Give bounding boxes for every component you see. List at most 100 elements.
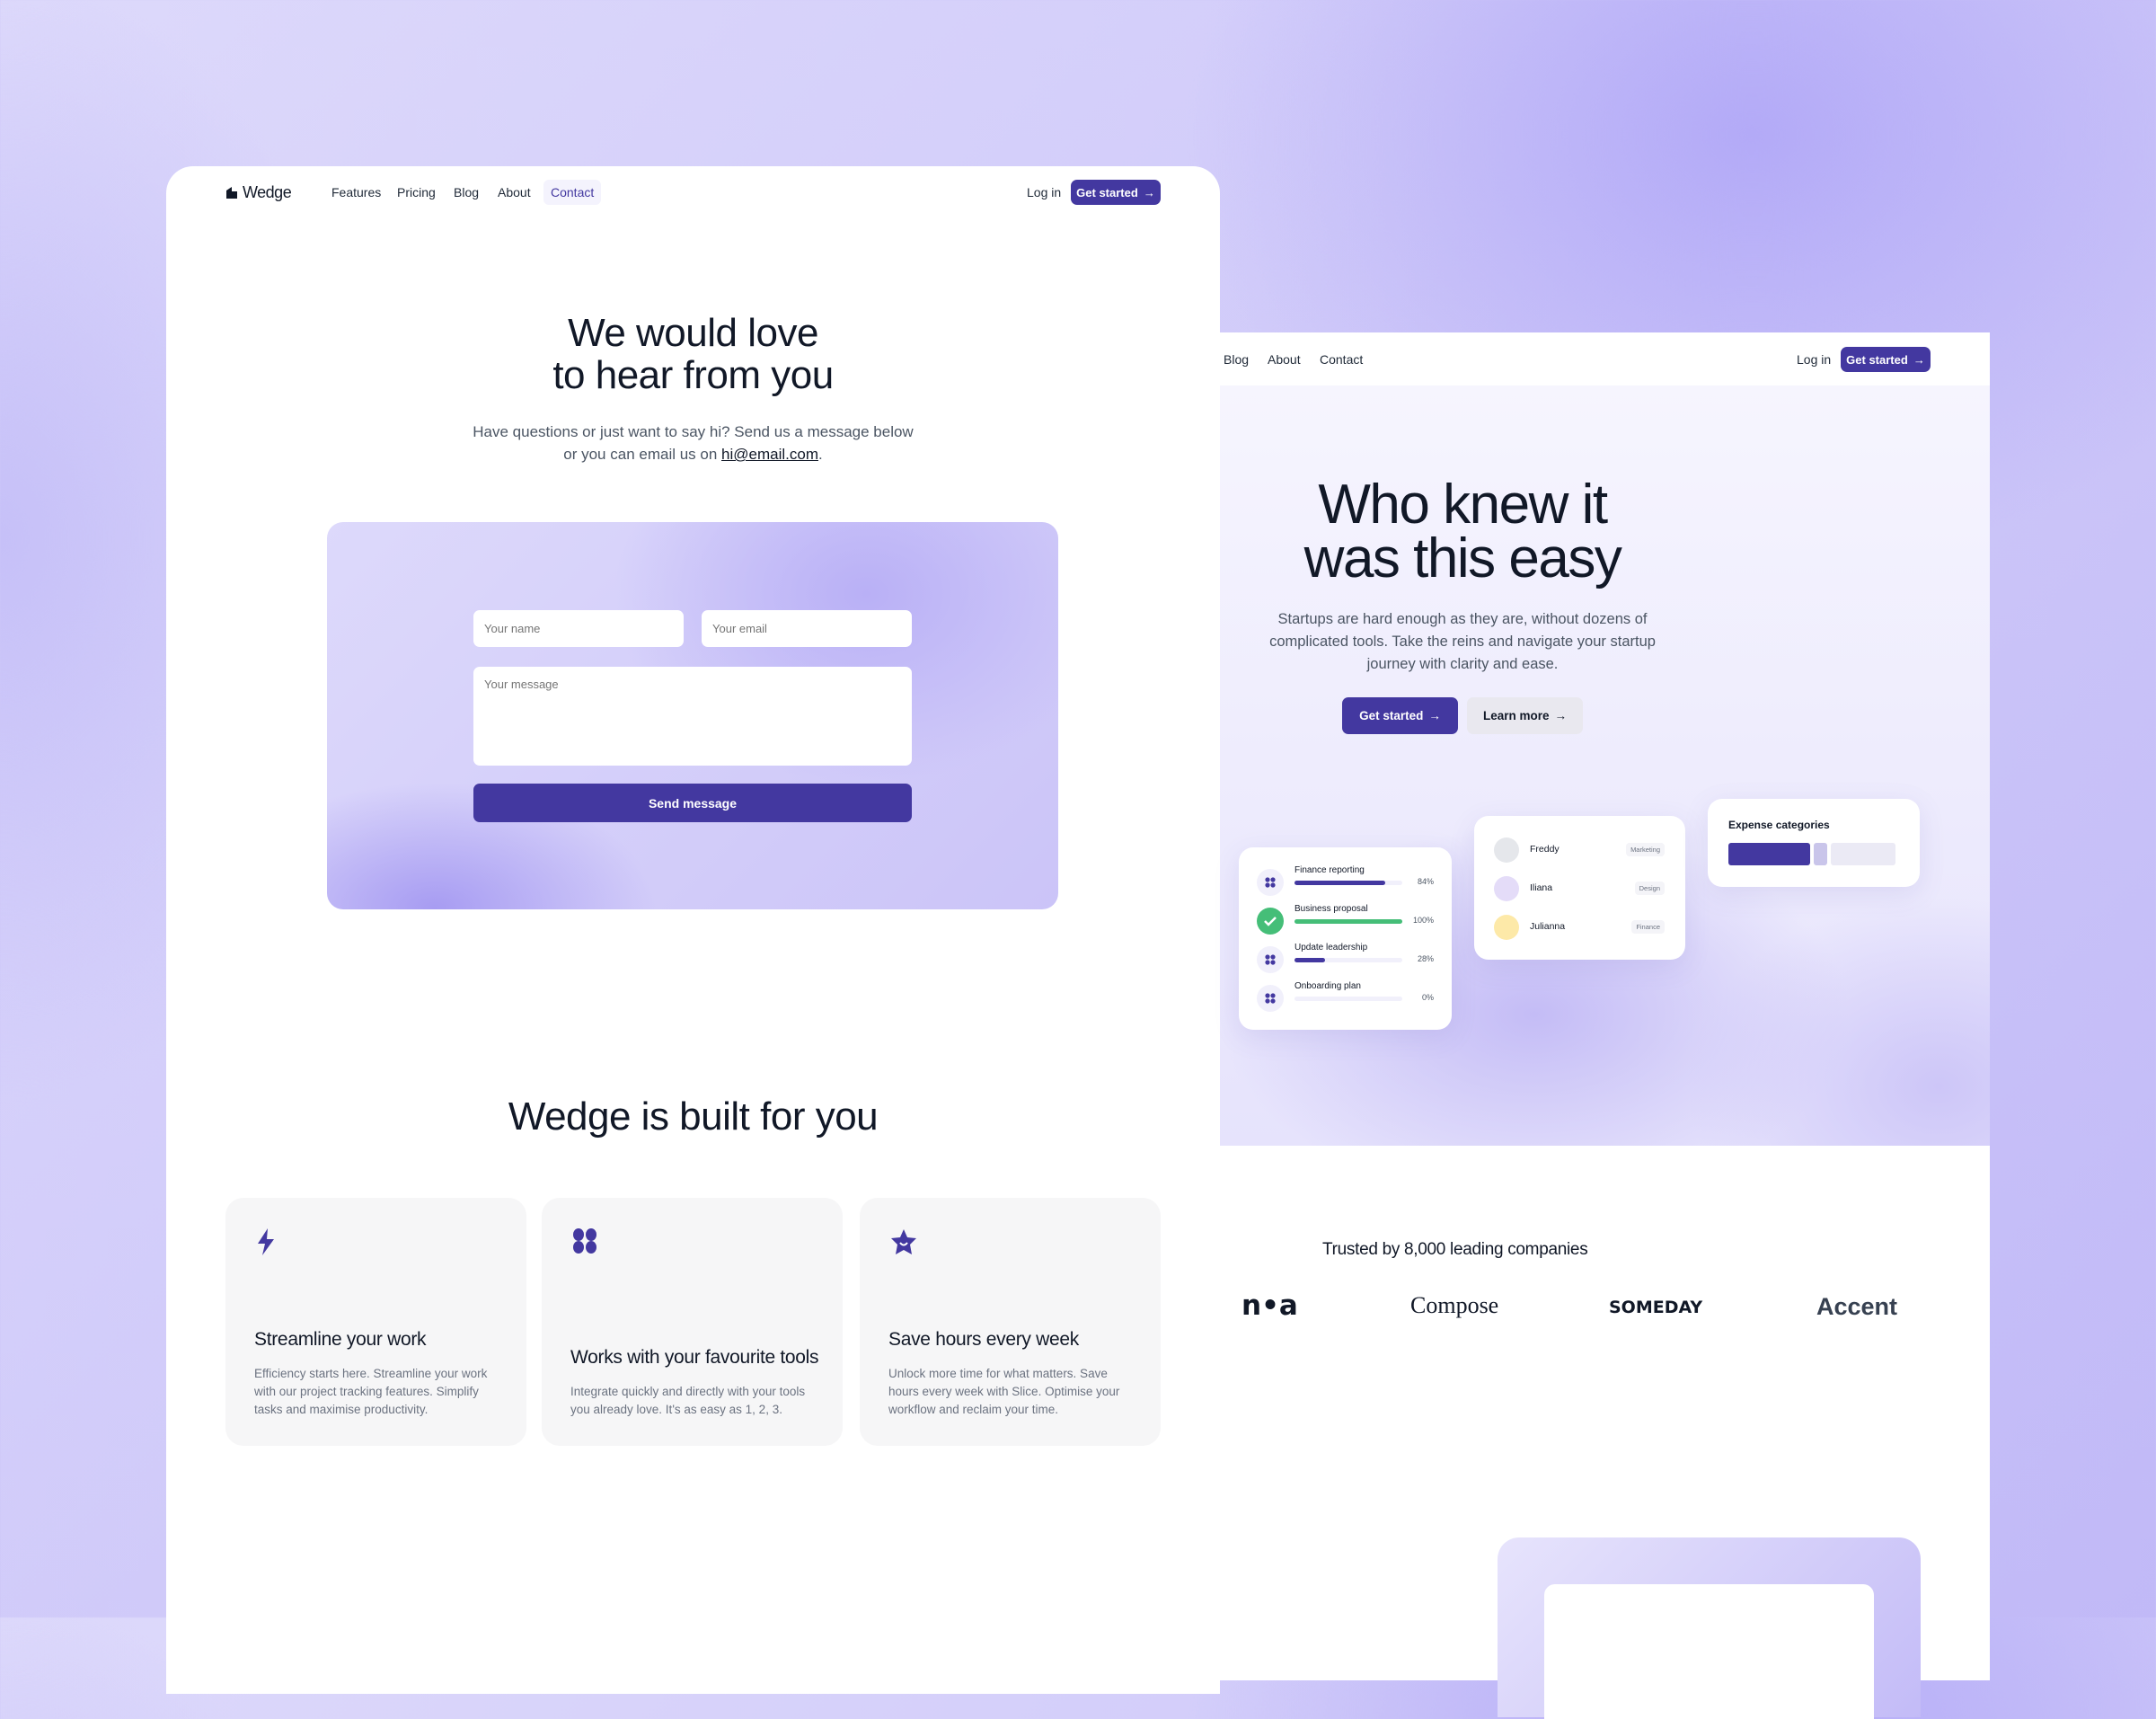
feature-title: Works with your favourite tools <box>570 1347 819 1368</box>
star-icon <box>891 1229 916 1254</box>
task-progress-fill <box>1294 881 1385 885</box>
nav-pricing[interactable]: Pricing <box>397 185 436 199</box>
nav-features[interactable]: Features <box>331 185 382 199</box>
page-title: We would love to hear from you <box>166 312 1220 396</box>
nav-blog[interactable]: Blog <box>1224 352 1250 367</box>
email-input[interactable] <box>702 610 912 647</box>
clover-icon <box>1265 954 1276 965</box>
subtitle-prefix: or you can email us on <box>563 446 722 463</box>
send-message-button[interactable]: Send message <box>473 784 912 822</box>
wedge-logo-icon <box>226 186 237 199</box>
expense-segment <box>1830 843 1896 865</box>
hero-text: Startups are hard enough as they are, wi… <box>1220 608 1705 676</box>
task-icon <box>1257 946 1284 973</box>
page-subtitle: Have questions or just want to say hi? S… <box>166 421 1220 465</box>
expense-segment <box>1814 843 1827 865</box>
brand-logo[interactable]: Wedge <box>225 180 292 205</box>
hero-get-started-label: Get started <box>1359 709 1424 722</box>
subtitle-suffix: . <box>817 446 823 463</box>
hero-text-line: Startups are hard enough as they are, wi… <box>1277 611 1648 627</box>
expense-bar <box>1728 843 1899 865</box>
task-name: Business proposal <box>1294 904 1368 914</box>
email-link[interactable]: hi@email.com <box>721 446 818 463</box>
title-line-1: We would love <box>568 311 818 355</box>
brand-name: Wedge <box>243 182 292 201</box>
expense-title: Expense categories <box>1728 819 1830 831</box>
task-percent: 100% <box>1412 916 1434 925</box>
check-circle-icon <box>1257 908 1284 935</box>
arrow-right-icon: → <box>1143 185 1155 199</box>
task-item: Business proposal 100% <box>1257 904 1434 943</box>
title-line-2: to hear from you <box>552 353 834 397</box>
task-progress-bar <box>1294 997 1402 1001</box>
task-item: Finance reporting 84% <box>1257 865 1434 904</box>
avatar <box>1494 915 1519 940</box>
member-tag: Finance <box>1631 920 1665 934</box>
learn-more-label: Learn more <box>1482 709 1550 722</box>
team-member: Freddy Marketing <box>1494 834 1665 870</box>
member-name: Julianna <box>1530 921 1566 932</box>
hero-text-line: complicated tools. Take the reins and na… <box>1269 634 1656 650</box>
learn-more-button[interactable]: Learn more → <box>1467 697 1583 734</box>
task-icon <box>1257 985 1284 1012</box>
logo-na: n•a <box>1241 1289 1298 1322</box>
nav-contact[interactable]: Contact <box>1320 352 1364 367</box>
task-icon <box>1257 908 1284 935</box>
member-tag: Design <box>1634 882 1665 895</box>
arrow-right-icon: → <box>1428 709 1441 722</box>
trusted-title: Trusted by 8,000 leading companies <box>1322 1240 1588 1259</box>
task-progress-fill <box>1294 958 1325 962</box>
subtitle-line-2: or you can email us on hi@email.com. <box>166 443 1220 465</box>
home-page-window: Blog About Contact Log in Get started → W… <box>1220 332 1990 1719</box>
task-item: Update leadership 28% <box>1257 943 1434 981</box>
nav-blog[interactable]: Blog <box>454 185 480 199</box>
preview-panel <box>1498 1537 1921 1719</box>
subtitle-line-1: Have questions or just want to say hi? S… <box>473 423 914 440</box>
avatar <box>1494 876 1519 901</box>
feature-card: Save hours every week Unlock more time f… <box>860 1198 1161 1446</box>
team-card: Freddy Marketing Iliana Design Julianna Finan… <box>1474 816 1685 960</box>
feature-card: Works with your favourite tools Integrat… <box>542 1198 843 1446</box>
name-input[interactable] <box>473 610 684 647</box>
feature-title: Streamline your work <box>254 1329 427 1350</box>
contact-page-window: Wedge Features Pricing Blog About Contac… <box>166 166 1220 1694</box>
task-progress-fill <box>1294 919 1402 924</box>
task-percent: 0% <box>1421 993 1434 1002</box>
get-started-label: Get started <box>1076 185 1138 199</box>
lightning-icon <box>258 1228 274 1255</box>
logo-compose: Compose <box>1410 1292 1499 1318</box>
task-name: Onboarding plan <box>1294 981 1361 991</box>
member-name: Freddy <box>1530 844 1560 855</box>
expense-card: Expense categories <box>1708 799 1920 887</box>
task-progress-bar <box>1294 881 1402 885</box>
features-title: Wedge is built for you <box>508 1094 879 1139</box>
clover-icon <box>573 1228 596 1254</box>
task-progress-bar <box>1294 919 1402 924</box>
get-started-button[interactable]: Get started → <box>1841 347 1931 372</box>
nav-about[interactable]: About <box>498 185 531 199</box>
task-name: Finance reporting <box>1294 865 1365 875</box>
hero-title-line-2: was this easy <box>1303 527 1622 589</box>
preview-inner-card <box>1544 1584 1874 1719</box>
hero-get-started-button[interactable]: Get started → <box>1342 697 1458 734</box>
get-started-label: Get started <box>1846 352 1908 367</box>
team-member: Iliana Design <box>1494 873 1665 908</box>
feature-title: Save hours every week <box>888 1329 1079 1350</box>
nav-about[interactable]: About <box>1268 352 1301 367</box>
hero-text-line: journey with clarity and ease. <box>1366 656 1559 672</box>
login-link[interactable]: Log in <box>1027 185 1062 199</box>
message-textarea[interactable] <box>473 667 912 766</box>
member-name: Iliana <box>1530 882 1553 893</box>
hero-title: Who knew it was this easy <box>1220 477 1705 589</box>
nav-contact[interactable]: Contact <box>543 180 602 205</box>
logo-someday: SOMEDAY <box>1609 1298 1703 1317</box>
task-item: Onboarding plan 0% <box>1257 981 1434 1020</box>
login-link[interactable]: Log in <box>1797 352 1832 367</box>
contact-form-panel: Send message <box>327 522 1058 909</box>
logo-accent: Accent <box>1816 1293 1898 1320</box>
team-member: Julianna Finance <box>1494 911 1665 947</box>
task-name: Update leadership <box>1294 943 1368 953</box>
get-started-button[interactable]: Get started → <box>1071 180 1161 205</box>
task-percent: 84% <box>1417 877 1434 886</box>
task-progress-bar <box>1294 958 1402 962</box>
